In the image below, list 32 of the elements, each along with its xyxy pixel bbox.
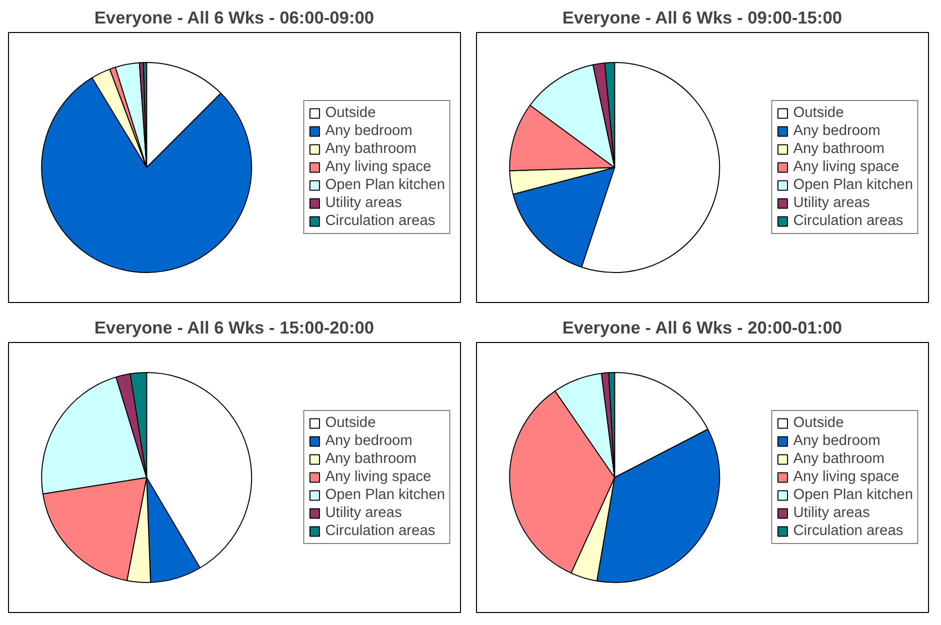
legend-label: Any bedroom	[325, 433, 412, 449]
legend-label: Circulation areas	[793, 523, 904, 539]
legend-label: Outside	[325, 105, 376, 121]
legend-label: Open Plan kitchen	[793, 487, 913, 503]
legend-label: Open Plan kitchen	[325, 177, 445, 193]
legend-label: Utility areas	[793, 195, 870, 211]
legend-label: Outside	[793, 415, 844, 431]
chart-title: Everyone - All 6 Wks - 15:00-20:00	[94, 318, 374, 338]
chart-title: Everyone - All 6 Wks - 20:00-01:00	[562, 318, 842, 338]
legend-label: Open Plan kitchen	[325, 487, 445, 503]
legend-label: Any bedroom	[793, 123, 880, 139]
legend-label: Any living space	[325, 469, 432, 485]
legend-label: Any bathroom	[793, 451, 884, 467]
legend-label: Utility areas	[793, 505, 870, 521]
chart-title: Everyone - All 6 Wks - 09:00-15:00	[562, 8, 842, 28]
legend-label: Outside	[793, 105, 844, 121]
legend-label: Any bathroom	[325, 451, 416, 467]
legend-label: Any bathroom	[325, 141, 416, 157]
legend-label: Any living space	[793, 159, 900, 175]
legend-label: Utility areas	[325, 505, 402, 521]
legend-label: Circulation areas	[325, 213, 436, 229]
legend-label: Any living space	[793, 469, 900, 485]
legend-label: Circulation areas	[325, 523, 436, 539]
legend-label: Circulation areas	[793, 213, 904, 229]
legend-label: Any living space	[325, 159, 432, 175]
legend-label: Any bedroom	[325, 123, 412, 139]
legend-label: Any bedroom	[793, 433, 880, 449]
legend-label: Outside	[325, 415, 376, 431]
legend-label: Utility areas	[325, 195, 402, 211]
legend-label: Open Plan kitchen	[793, 177, 913, 193]
chart-title: Everyone - All 6 Wks - 06:00-09:00	[94, 8, 374, 28]
legend-label: Any bathroom	[793, 141, 884, 157]
